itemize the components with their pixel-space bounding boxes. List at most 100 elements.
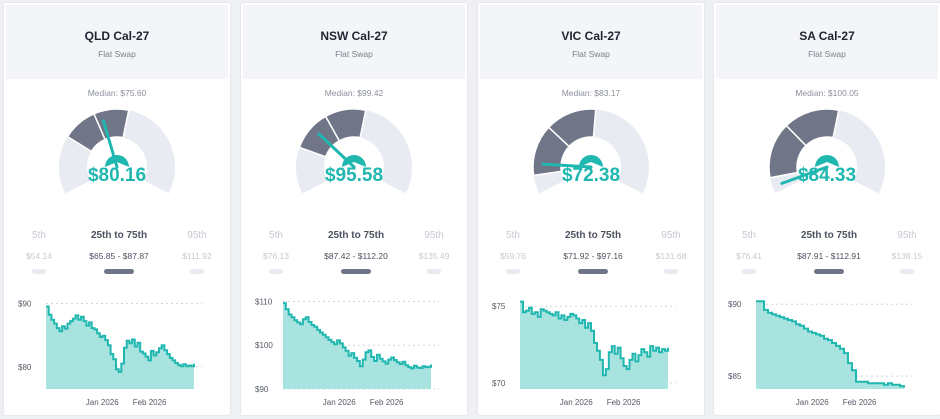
y-tick-label: $100	[255, 341, 273, 350]
chart-line	[46, 305, 195, 373]
chart-line	[520, 300, 669, 377]
gauge-hub	[342, 155, 366, 167]
percentile-value-p5: $59.76	[500, 251, 526, 261]
gauge	[768, 108, 885, 194]
card-qld: QLD Cal-27 Flat Swap Median: $75.60 $80.16 5…	[3, 2, 231, 416]
x-tick-label: Jan 2026	[796, 398, 829, 407]
percentile-label-p95: 95th	[897, 230, 917, 241]
card-vic: VIC Cal-27 Flat Swap Median: $83.17 $72.38 5…	[477, 2, 705, 416]
x-tick-label: Jan 2026	[86, 398, 119, 407]
card-subtitle: Flat Swap	[572, 49, 610, 59]
card-header: SA Cal-27 Flat Swap	[716, 5, 938, 79]
percentile-selector-p25-75[interactable]	[104, 269, 134, 274]
percentile-selector-p95[interactable]	[664, 269, 678, 274]
gauge-hub	[105, 155, 129, 167]
percentile-value-p25-75: $87.42 - $112.20	[324, 251, 388, 261]
card-subtitle: Flat Swap	[808, 49, 846, 59]
price-history-chart: $110 $100 $90 Jan 2026 Feb 2026	[255, 297, 439, 407]
card-sa: SA Cal-27 Flat Swap Median: $100.05 $84.33 5…	[713, 2, 940, 416]
x-tick-label: Jan 2026	[560, 398, 593, 407]
y-tick-label: $70	[492, 379, 506, 388]
chart-line	[756, 300, 905, 388]
median-label: Median: $83.17	[561, 88, 621, 98]
gauge	[59, 108, 175, 194]
percentile-label-p5: 5th	[742, 230, 756, 241]
current-value: $80.16	[87, 165, 147, 186]
percentile-label-p95: 95th	[187, 230, 207, 241]
percentile-label-p25-75: 25th to 75th	[327, 230, 385, 241]
median-label: Median: $99.42	[324, 88, 384, 98]
x-tick-label: Feb 2026	[370, 398, 404, 407]
y-tick-label: $80	[18, 363, 32, 372]
percentile-selector-p95[interactable]	[190, 269, 204, 274]
current-value: $72.38	[561, 165, 621, 186]
gauge	[532, 108, 649, 194]
percentile-value-p5: $76.13	[263, 251, 289, 261]
percentile-label-p5: 5th	[269, 230, 283, 241]
x-tick-label: Feb 2026	[607, 398, 641, 407]
x-tick-label: Feb 2026	[843, 398, 877, 407]
percentile-label-p5: 5th	[506, 230, 520, 241]
y-tick-label: $90	[255, 385, 269, 394]
percentile-selector-p5[interactable]	[506, 269, 520, 274]
gauge-band-upper	[785, 108, 840, 147]
card-title: NSW Cal-27	[320, 29, 388, 43]
percentile-value-p5: $54.14	[26, 251, 52, 261]
y-tick-label: $90	[18, 299, 32, 308]
percentile-selector-p25-75[interactable]	[578, 269, 608, 274]
percentile-value-p5: $76.41	[736, 251, 762, 261]
percentile-value-p25-75: $65.85 - $87.87	[89, 251, 149, 261]
price-history-chart: $90 $80 Jan 2026 Feb 2026	[18, 299, 202, 407]
y-tick-label: $75	[492, 302, 506, 311]
y-tick-label: $85	[728, 372, 742, 381]
percentile-value-p25-75: $71.92 - $97.16	[563, 251, 623, 261]
price-history-chart: $75 $70 Jan 2026 Feb 2026	[492, 300, 676, 407]
gauge-hub	[815, 155, 839, 167]
gauge-band-upper	[324, 108, 367, 142]
gauge-hub	[579, 155, 603, 167]
percentile-selector-p5[interactable]	[742, 269, 756, 274]
chart-area	[756, 301, 904, 389]
card-header: VIC Cal-27 Flat Swap	[480, 5, 702, 79]
chart-area	[520, 301, 668, 389]
gauge-needle	[541, 162, 593, 169]
percentile-value-p95: $131.68	[655, 251, 687, 261]
card-subtitle: Flat Swap	[98, 49, 136, 59]
chart-line	[283, 302, 432, 370]
y-tick-label: $90	[728, 300, 742, 309]
chart-area	[46, 306, 194, 389]
median-label: Median: $75.60	[87, 88, 147, 98]
percentile-label-p95: 95th	[424, 230, 444, 241]
percentile-selector-p25-75[interactable]	[341, 269, 371, 274]
price-history-chart: $90 $85 Jan 2026 Feb 2026	[728, 300, 912, 407]
percentile-label-p5: 5th	[32, 230, 46, 241]
gauge-needle	[780, 165, 829, 185]
y-tick-label: $110	[255, 297, 273, 306]
percentile-value-p95: $135.49	[418, 251, 450, 261]
x-tick-label: Feb 2026	[133, 398, 167, 407]
card-title: QLD Cal-27	[84, 29, 150, 43]
percentile-label-p25-75: 25th to 75th	[800, 230, 858, 241]
card-nsw: NSW Cal-27 Flat Swap Median: $99.42 $95.58 5…	[240, 2, 468, 416]
card-header: QLD Cal-27 Flat Swap	[6, 5, 228, 79]
chart-area	[283, 303, 431, 389]
percentile-value-p25-75: $87.91 - $112.91	[797, 251, 861, 261]
x-tick-label: Jan 2026	[323, 398, 356, 407]
percentile-selector-p5[interactable]	[32, 269, 46, 274]
percentile-value-p95: $111.92	[182, 251, 212, 261]
percentile-selector-p95[interactable]	[427, 269, 441, 274]
gauge-band-upper	[547, 108, 597, 148]
median-label: Median: $100.05	[795, 88, 859, 98]
current-value: $84.33	[797, 165, 857, 186]
percentile-selector-p25-75[interactable]	[814, 269, 844, 274]
percentile-selector-p95[interactable]	[900, 269, 914, 274]
card-header: NSW Cal-27 Flat Swap	[243, 5, 465, 79]
current-value: $95.58	[324, 165, 384, 186]
gauge	[296, 108, 412, 194]
card-title: SA Cal-27	[799, 29, 855, 43]
percentile-label-p25-75: 25th to 75th	[564, 230, 622, 241]
card-subtitle: Flat Swap	[335, 49, 373, 59]
percentile-label-p25-75: 25th to 75th	[90, 230, 148, 241]
percentile-selector-p5[interactable]	[269, 269, 283, 274]
